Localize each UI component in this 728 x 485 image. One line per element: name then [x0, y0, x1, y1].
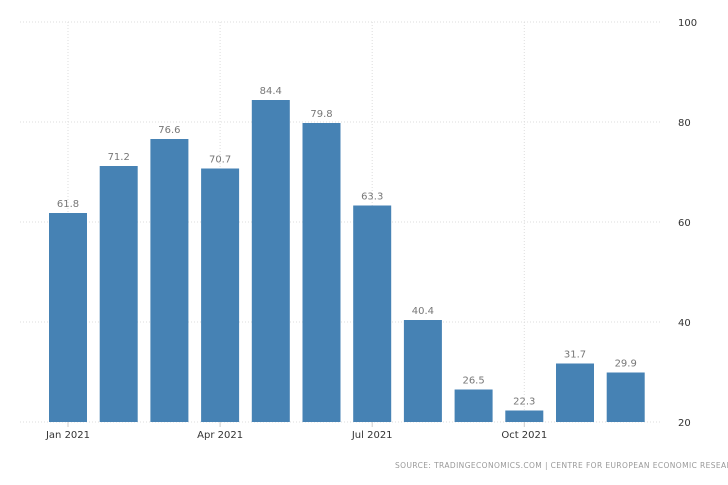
data-label: 84.4	[260, 86, 282, 97]
data-label: 63.3	[361, 192, 383, 203]
data-label: 71.2	[108, 152, 130, 163]
x-tick-label: Jul 2021	[351, 430, 393, 441]
data-label: 61.8	[57, 199, 79, 210]
y-tick-label: 100	[678, 18, 697, 29]
bar	[353, 205, 392, 422]
bar	[505, 410, 544, 422]
bar	[150, 139, 189, 422]
y-tick-label: 40	[678, 318, 691, 329]
source-note: SOURCE: TRADINGECONOMICS.COM | CENTRE FO…	[395, 461, 728, 470]
x-tick-label: Jan 2021	[45, 430, 90, 441]
y-tick-label: 60	[678, 218, 691, 229]
x-tick-label: Apr 2021	[197, 430, 243, 441]
data-label: 76.6	[158, 125, 180, 136]
data-label: 26.5	[462, 376, 484, 387]
bar	[302, 123, 341, 422]
data-label: 79.8	[310, 109, 332, 120]
data-label: 40.4	[412, 306, 434, 317]
data-label: 70.7	[209, 155, 231, 166]
x-tick-label: Oct 2021	[501, 430, 547, 441]
bar	[49, 213, 87, 422]
bar	[556, 363, 594, 422]
data-label: 29.9	[615, 359, 637, 370]
bar	[201, 168, 240, 422]
y-tick-label: 20	[678, 418, 691, 429]
bar	[99, 166, 138, 422]
bar	[454, 389, 493, 422]
data-label: 22.3	[513, 397, 535, 408]
bar	[251, 100, 290, 422]
data-label: 31.7	[564, 350, 586, 361]
y-tick-label: 80	[678, 118, 691, 129]
bar	[403, 320, 442, 422]
bar	[606, 372, 645, 422]
